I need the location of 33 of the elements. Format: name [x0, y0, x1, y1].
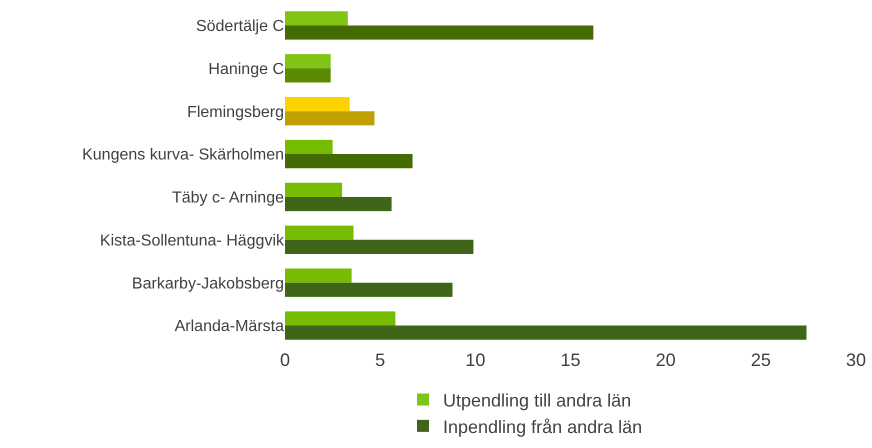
x-tick-label: 25	[750, 350, 771, 370]
bar	[285, 97, 350, 112]
x-tick-label: 15	[560, 350, 581, 370]
bar	[285, 226, 354, 240]
y-tick-label: Haninge C	[208, 60, 284, 78]
y-tick-label: Kista-Sollentuna- Häggvik	[100, 232, 285, 250]
y-tick-label: Kungens kurva- Skärholmen	[82, 146, 284, 164]
y-tick-label: Barkarby-Jakobsberg	[132, 275, 284, 292]
legend-label: Utpendling till andra län	[443, 390, 632, 411]
bar	[285, 68, 331, 82]
y-tick-label: Täby c- Arninge	[172, 190, 284, 207]
bar	[285, 196, 392, 212]
bar	[285, 154, 413, 168]
bar	[285, 311, 396, 326]
x-tick-label: 10	[465, 350, 486, 370]
bar	[285, 268, 352, 283]
y-tick-label: Flemingsberg	[187, 104, 284, 121]
bar	[285, 282, 452, 297]
x-tick-label: 5	[375, 350, 386, 370]
bar	[285, 54, 331, 68]
legend-label: Inpendling från andra län	[443, 416, 642, 437]
y-tick-label: Arlanda-Märsta	[174, 318, 284, 336]
bar	[285, 11, 348, 26]
bar	[285, 182, 342, 197]
bar	[285, 326, 807, 340]
bar	[285, 240, 474, 254]
y-tick-label: Södertälje C	[196, 18, 284, 36]
bar	[285, 111, 374, 126]
bar	[285, 25, 594, 40]
bar	[285, 140, 333, 154]
x-tick-label: 30	[846, 350, 866, 370]
x-tick-label: 20	[656, 350, 676, 370]
x-tick-label: 0	[280, 350, 290, 370]
